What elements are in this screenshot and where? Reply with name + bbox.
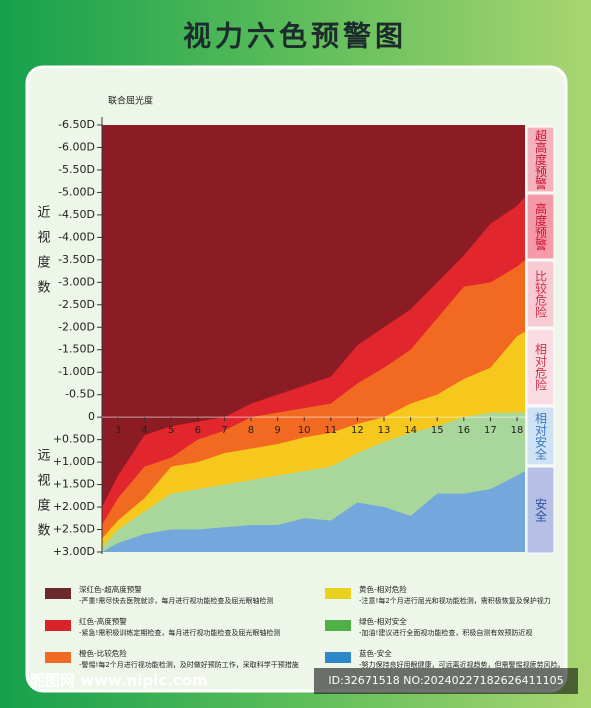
x-tick-label: 8 xyxy=(248,425,254,436)
x-tick-label: 9 xyxy=(274,425,280,436)
x-tick-label: 13 xyxy=(378,425,391,436)
legend-name: 黄色-相对危险 xyxy=(359,584,407,594)
legend-name: 红色-高度预警 xyxy=(79,616,127,626)
myopia-label: 近视度数 xyxy=(35,205,51,305)
legend-description: -警惕!每2个月进行视功能检测，及时做好预防工作，采取科学干预措施 xyxy=(79,660,299,669)
y-tick-label: -3.00D xyxy=(58,275,95,288)
y-tick-label: -6.00D xyxy=(58,140,95,153)
legend-swatch xyxy=(45,588,71,599)
y-tick-label: -3.50D xyxy=(58,253,95,266)
watermark-bar xyxy=(314,668,578,694)
legend-name: 深红色-超高度预警 xyxy=(79,584,142,594)
y-tick-label: -4.00D xyxy=(58,230,95,243)
y-tick-label: +3.00D xyxy=(53,545,95,558)
legend-description: -加油!建议进行全面视功能检查，积极自测有效预防近视 xyxy=(359,628,532,637)
plot: -6.50D -6.00D -5.50D -5.00D -4.50D -4.00D -3.5… xyxy=(45,117,565,669)
zone-box xyxy=(526,260,555,328)
y-tick-label: +2.50D xyxy=(53,523,95,536)
y-tick-label: +1.00D xyxy=(53,455,95,468)
legend-description: -紧急!需积极训练定期检查，每月进行视功能检查及屈光眼轴检测 xyxy=(79,628,280,637)
zone-label: 高度预警 xyxy=(534,201,548,250)
legend-swatch xyxy=(45,620,71,631)
area xyxy=(102,471,525,552)
y-tick-label: -6.50D xyxy=(58,118,95,131)
hyperopia-label: 远视度数 xyxy=(35,448,51,548)
x-tick-label: 3 xyxy=(115,425,121,436)
zone-box xyxy=(526,406,555,466)
zone-box xyxy=(526,193,555,260)
chart-title: 视力六色预警图 xyxy=(183,20,407,53)
y-tick-label: -2.00D xyxy=(58,320,95,333)
y-tick-label: +2.00D xyxy=(53,500,95,513)
y-tick-label: -5.50D xyxy=(58,163,95,176)
y-tick-label: -5.00D xyxy=(58,185,95,198)
zone-label: 超高度预警 xyxy=(534,128,548,189)
zone-label: 相对安全 xyxy=(534,412,548,460)
legend-name: 绿色-相对安全 xyxy=(359,616,407,626)
zone-label: 安全 xyxy=(534,497,548,522)
x-tick-label: 6 xyxy=(195,425,201,436)
legend-swatch xyxy=(325,652,351,663)
zone-box xyxy=(526,328,555,406)
x-tick-label: 18 xyxy=(511,425,524,436)
legend-swatch xyxy=(325,588,351,599)
x-tick-label: 12 xyxy=(351,425,364,436)
y-tick-label: 0 xyxy=(88,410,95,423)
watermark-id: ID:32671518 NO:20240227182626411105 xyxy=(328,674,563,687)
legend-description: -严重!需尽快去医院就诊，每月进行视功能检查及屈光眼轴检测 xyxy=(79,596,273,605)
legend-description: -注意!每2个月进行屈光和视功能检测，需积极恢复及保护视力 xyxy=(359,596,551,605)
y-tick-label: -4.50D xyxy=(58,208,95,221)
x-tick-label: 14 xyxy=(404,425,417,436)
x-tick-label: 16 xyxy=(457,425,470,436)
legend-swatch xyxy=(45,652,71,663)
zone-box xyxy=(526,126,555,193)
legend-name: 蓝色-安全 xyxy=(359,648,392,658)
legend-description: -努力保持良好用眼健康，可远离近视趋势，但需警惕视疲劳风险。 xyxy=(359,660,565,669)
legend-swatch xyxy=(325,620,351,631)
watermark-site: 昵图网 www.nipic.com xyxy=(30,672,208,690)
y-tick-label: -1.50D xyxy=(58,343,95,356)
x-tick-label: 4 xyxy=(141,425,147,436)
zone-label: 相对危险 xyxy=(534,343,548,391)
y-tick-label: +0.50D xyxy=(53,433,95,446)
y-axis-label: 联合屈光度 xyxy=(108,95,153,107)
x-tick-label: 5 xyxy=(168,425,174,436)
x-tick-label: 17 xyxy=(484,425,497,436)
x-tick-label: 15 xyxy=(431,425,444,436)
y-tick-label: -0.5D xyxy=(65,388,95,401)
y-tick-label: -2.50D xyxy=(58,298,95,311)
y-tick-label: -1.00D xyxy=(58,365,95,378)
x-tick-label: 10 xyxy=(298,425,311,436)
zone-label: 比较危险 xyxy=(534,270,548,318)
legend-name: 橙色-比较危险 xyxy=(79,648,127,658)
x-tick-label: 7 xyxy=(221,425,227,436)
x-tick-label: 11 xyxy=(324,425,337,436)
zone-box xyxy=(526,466,555,554)
y-tick-label: +1.50D xyxy=(53,478,95,491)
